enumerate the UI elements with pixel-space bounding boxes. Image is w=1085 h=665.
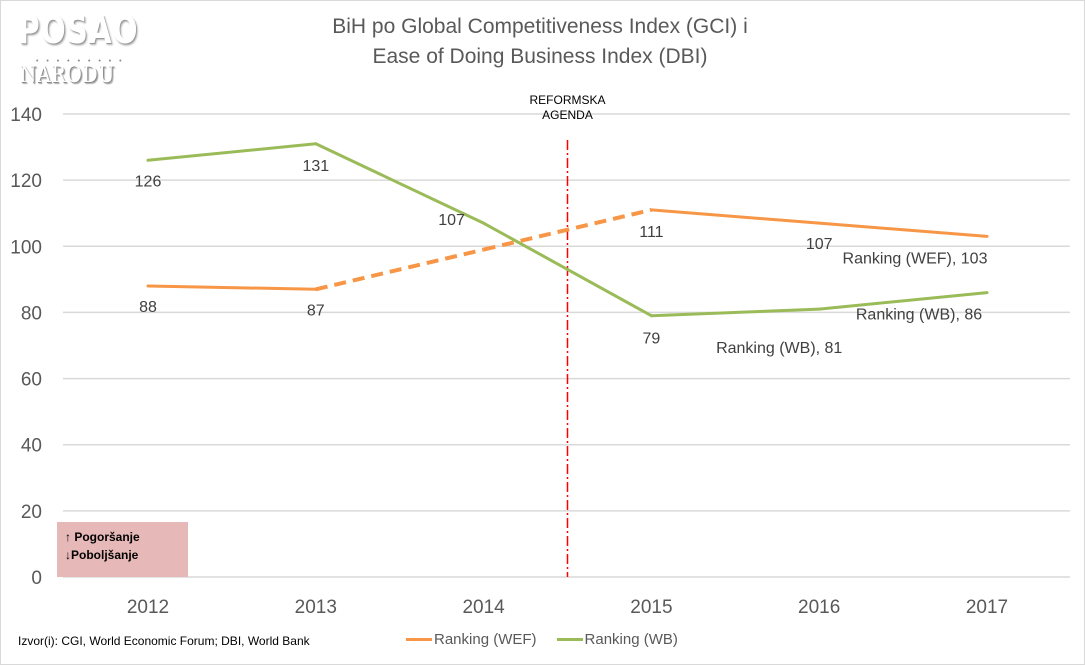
wb-line-segment [649,307,821,318]
note-improvement: ↓Poboljšanje [65,548,139,562]
y-tick-label: 80 [21,303,42,324]
wef-data-label: 87 [307,302,325,319]
y-tick-label: 20 [21,502,42,523]
wb-data-label: 107 [438,212,465,229]
y-tick-label: 100 [10,237,42,258]
x-tick-label: 2017 [966,597,1008,618]
wef-line-segment [146,284,318,291]
direction-note: ↑ Pogoršanje ↓Poboljšanje [57,522,188,577]
series-lines [146,142,989,318]
legend-label-wef: Ranking (WEF) [434,631,537,648]
x-tick-label: 2014 [462,597,505,618]
data-labels: 88 87 111 107 Ranking (WEF), 103 126 131 107 79 R… [135,158,988,357]
wb-line-segment [482,221,653,318]
reform-agenda-label: REFORMSKA [529,93,605,107]
wb-data-label: 131 [302,158,329,175]
x-tick-label: 2015 [630,597,672,618]
legend-item-wef[interactable]: Ranking (WEF) [406,631,537,648]
chart-title-line2: Ease of Doing Business Index (DBI) [372,45,708,68]
wef-line-segment [649,208,821,225]
wb-data-label: Ranking (WB), 86 [856,307,982,324]
legend-swatch-wef [406,638,432,641]
wb-line-segment [146,142,318,162]
y-axis-ticks: 0 20 40 60 80 100 120 140 [10,105,42,589]
wef-data-label: 111 [639,224,663,241]
wb-line-segment [314,142,486,225]
x-tick-label: 2013 [295,597,337,618]
posao-narodu-logo: POSAO • • • • • • • • • NARODU [18,8,138,88]
gridlines [63,113,1070,578]
x-tick-label: 2016 [798,597,840,618]
wef-line-segment [817,221,989,238]
wef-data-label: 107 [806,236,833,253]
source-note: Izvor(i): CGI, World Economic Forum; DBI… [18,634,310,648]
y-tick-label: 140 [10,105,42,126]
reform-agenda-label: AGENDA [542,108,593,122]
chart-title-line1: BiH po Global Competitiveness Index (GCI… [332,15,748,38]
logo-dots: • • • • • • • • • [36,58,125,65]
chart-legend: Ranking (WEF) Ranking (WB) [406,631,698,648]
wef-data-label: Ranking (WEF), 103 [843,250,988,267]
y-tick-label: 60 [21,370,42,391]
logo-line2: NARODU [20,63,116,88]
y-tick-label: 0 [31,568,42,589]
wef-line-segment [483,207,652,252]
logo-line1: POSAO [18,8,139,52]
x-axis-ticks: 2012 2013 2014 2015 2016 2017 [127,597,1008,618]
note-worsening: ↑ Pogoršanje [65,530,140,544]
wb-data-label: 79 [643,331,661,348]
y-tick-label: 120 [10,171,42,192]
legend-item-wb[interactable]: Ranking (WB) [556,631,678,648]
y-tick-label: 40 [21,436,42,457]
wef-line-segment [315,247,485,292]
x-tick-label: 2012 [127,597,169,618]
wef-data-label: 88 [139,299,157,316]
legend-label-wb: Ranking (WB) [584,631,678,648]
legend-swatch-wb [556,638,583,641]
wb-line-segment [817,291,989,311]
wb-data-label: Ranking (WB), 81 [716,340,842,357]
wb-data-label: 126 [135,173,162,190]
